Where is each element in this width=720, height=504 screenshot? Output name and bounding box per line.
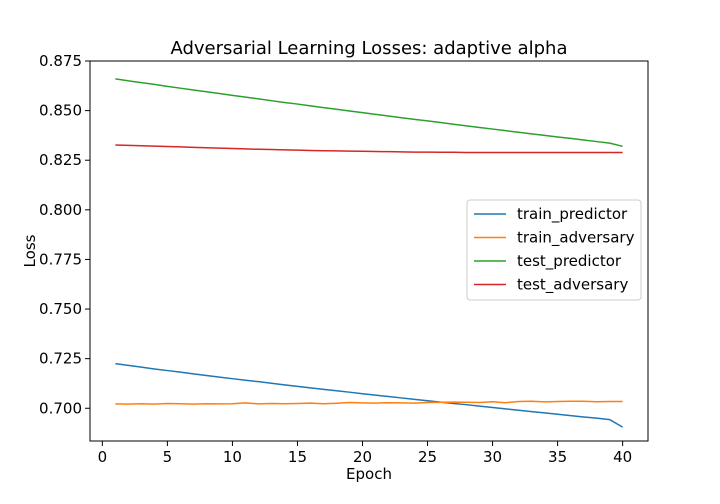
y-axis: 0.700 0.725 0.750 0.775 0.800 0.825 0.850 0.875 (39, 52, 90, 417)
series-line-train-predictor (115, 362, 624, 428)
y-tick-label: 0.800 (39, 201, 82, 219)
x-tick-label: 25 (418, 448, 437, 466)
legend-label-train-predictor: train_predictor (517, 205, 628, 224)
x-tick-label: 20 (353, 448, 372, 466)
x-tick-label: 35 (548, 448, 567, 466)
legend-label-train-adversary: train_adversary (517, 229, 635, 248)
plot-frame (89, 60, 649, 442)
series-line-test-predictor (115, 78, 623, 148)
legend-box (466, 199, 642, 301)
x-axis: 0 5 10 15 20 25 30 35 40 (98, 441, 632, 466)
y-tick-label: 0.875 (39, 52, 82, 70)
y-tick-label: 0.750 (39, 300, 82, 318)
x-axis-title: Epoch (346, 465, 392, 483)
plot-lines (115, 78, 624, 428)
y-tick-label: 0.850 (39, 102, 82, 120)
x-tick-label: 40 (613, 448, 632, 466)
chart-title: Adversarial Learning Losses: adaptive al… (170, 38, 567, 59)
series-line-test-adversary (115, 144, 623, 154)
legend: train_predictor train_adversary test_predi… (466, 199, 642, 301)
x-tick-label: 5 (163, 448, 173, 466)
series-line-train-adversary (115, 400, 623, 405)
y-tick-label: 0.825 (39, 151, 82, 169)
y-tick-label: 0.725 (39, 350, 82, 368)
x-tick-label: 30 (483, 448, 502, 466)
legend-label-test-predictor: test_predictor (517, 252, 622, 271)
x-tick-label: 15 (288, 448, 307, 466)
y-axis-title: Loss (21, 234, 39, 267)
x-tick-label: 10 (223, 448, 242, 466)
legend-label-test-adversary: test_adversary (517, 276, 628, 295)
x-tick-label: 0 (98, 448, 108, 466)
y-tick-label: 0.700 (39, 399, 82, 417)
y-tick-label: 0.775 (39, 250, 82, 268)
